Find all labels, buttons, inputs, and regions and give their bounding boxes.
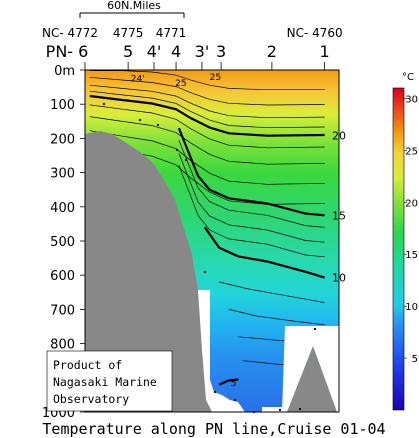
thin-isotherm	[89, 76, 325, 106]
isotherm-label: 20	[332, 130, 346, 143]
station-label: 3	[216, 42, 226, 61]
isotherm-label: 24'	[131, 75, 145, 85]
sample-point	[138, 118, 142, 122]
plot-area	[84, 69, 340, 413]
depth-tick-label: 600	[50, 269, 75, 284]
distance-scale-bar: 60N.Miles	[79, 0, 185, 18]
thin-isotherm	[89, 116, 325, 165]
station-label: 5	[123, 42, 133, 61]
thin-isotherm	[178, 153, 325, 243]
thin-isotherm	[89, 104, 325, 149]
depth-tick-label: 100	[50, 98, 75, 113]
depth-tick-label: 200	[50, 132, 75, 147]
station-ticks	[84, 62, 326, 70]
sample-point	[213, 390, 217, 394]
depth-tick-label: 400	[50, 201, 75, 216]
depth-tick-label: 700	[50, 303, 75, 318]
thin-isotherm	[178, 139, 325, 228]
sample-point	[313, 327, 317, 331]
depth-tick-label: 0m	[54, 64, 75, 79]
station-label: 1	[320, 42, 330, 61]
isotherm-labels: 20 15 10 5 25 24' 25	[131, 73, 346, 389]
sample-points	[102, 102, 317, 414]
colorbar-tick-label: 30	[405, 94, 418, 105]
sample-point	[278, 408, 282, 412]
sample-point	[203, 270, 207, 274]
station-code: NC- 4760	[287, 26, 343, 40]
annotation-line1: Product of	[53, 358, 122, 372]
sample-point	[102, 102, 106, 106]
colorbar: °C 5 10 15 20 25 30	[392, 72, 418, 411]
depth-tick-label: 800	[50, 338, 75, 353]
colorbar-ticks: 5 10 15 20 25 30	[404, 94, 418, 365]
colorbar-tick-label: 15	[405, 250, 418, 261]
colorbar-tick-label: 20	[405, 198, 418, 209]
station-code: NC- 4772	[42, 26, 98, 40]
station-code: 4775	[113, 26, 144, 40]
sample-point	[298, 407, 302, 411]
isotherm-label: 25	[210, 73, 221, 83]
thin-isotherm	[89, 90, 325, 129]
isotherm-10	[203, 226, 325, 279]
colorbar-unit: °C	[402, 72, 414, 83]
depth-axis: 0m1002003004005006007008009001000	[42, 64, 85, 421]
colorbar-tick-label: 10	[405, 302, 418, 313]
sample-point	[175, 148, 179, 152]
isotherm-label: 15	[332, 209, 346, 222]
colorbar-tick-label: 5	[412, 354, 418, 365]
no-data-region	[198, 290, 245, 412]
sample-point	[233, 398, 237, 402]
station-label: PN- 6	[46, 42, 89, 61]
isotherm-15	[177, 127, 325, 217]
thin-isotherm	[89, 70, 325, 91]
sample-point	[156, 123, 160, 127]
sample-point	[252, 410, 256, 414]
product-annotation: Product of Nagasaki Marine Observatory	[46, 350, 173, 412]
seafloor-ridge	[287, 346, 337, 412]
chart-title: Temperature along PN line,Cruise 01-04	[42, 420, 385, 438]
bold-isotherms	[89, 94, 325, 386]
colorbar-ramp	[392, 87, 405, 411]
station-labels: PN- 6 5 4' 4 3' 3 2 1	[46, 42, 330, 61]
thin-isotherm	[89, 130, 325, 185]
depth-tick-label: 300	[50, 167, 75, 182]
station-label: 4'	[147, 42, 162, 61]
isotherm-label: 10	[332, 272, 346, 285]
station-code: 4771	[156, 26, 187, 40]
thin-isotherm	[178, 165, 325, 258]
colorbar-tick-label: 25	[405, 146, 418, 157]
station-label: 3'	[195, 42, 210, 61]
station-code-labels: NC- 4772 4775 4771 NC- 4760	[42, 26, 343, 40]
isotherm-5	[218, 378, 239, 386]
thin-isotherm	[89, 84, 325, 119]
annotation-line2: Nagasaki Marine	[53, 375, 157, 389]
thin-isotherm	[228, 309, 325, 326]
no-data-deep-mid	[262, 407, 282, 412]
thin-isotherm	[219, 281, 325, 303]
seafloor-topography	[85, 131, 212, 412]
sample-point	[184, 158, 188, 162]
no-data-deep-right	[282, 326, 339, 412]
isotherm-20	[89, 94, 325, 137]
depth-tick-label: 500	[50, 235, 75, 250]
annotation-box	[46, 350, 173, 412]
station-label: 4	[171, 42, 181, 61]
annotation-line3: Observatory	[53, 392, 129, 406]
distance-scale-label: 60N.Miles	[107, 0, 161, 12]
isotherm-label: 5	[231, 379, 237, 389]
station-label: 2	[267, 42, 277, 61]
isotherm-label: 25	[175, 79, 186, 89]
